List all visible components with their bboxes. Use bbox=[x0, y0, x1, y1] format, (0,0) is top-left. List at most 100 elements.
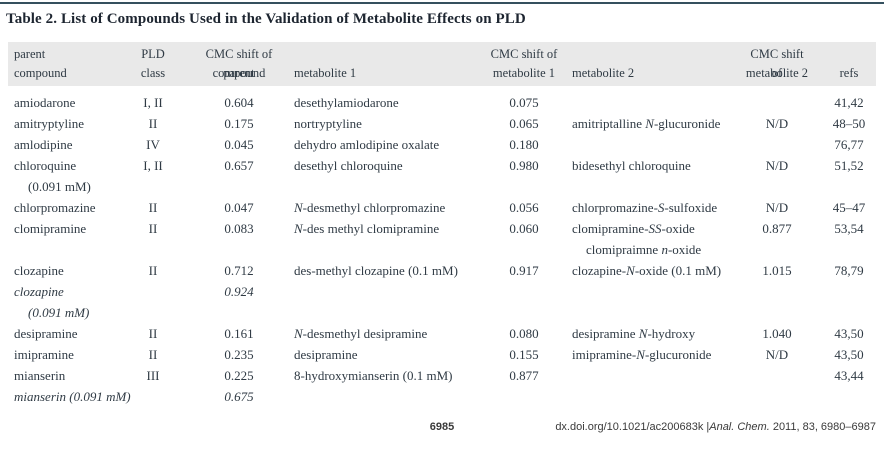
table-cell: clomipraimne n-oxide bbox=[586, 242, 702, 257]
table-cell: amlodipine bbox=[14, 137, 73, 152]
table-row: mianserin (0.091 mM) 0.675 bbox=[8, 386, 876, 407]
table-cell: 0.877 bbox=[509, 368, 539, 383]
table-row: clomipraimne n-oxide bbox=[8, 239, 876, 260]
table-cell: 0.675 bbox=[224, 389, 254, 404]
table-cell: 41,42 bbox=[834, 95, 864, 110]
table-row: (0.091 mM) bbox=[8, 302, 876, 323]
table-cell: 0.056 bbox=[509, 200, 539, 215]
table-cell: desethyl chloroquine bbox=[294, 158, 403, 173]
table-cell: desipramine bbox=[14, 326, 78, 341]
table-cell: II bbox=[148, 200, 158, 215]
table-cell: 8-hydroxymianserin (0.1 mM) bbox=[294, 368, 453, 383]
table-cell: II bbox=[148, 347, 158, 362]
table-row: chloroquine I, II 0.657 desethyl chloroquin… bbox=[8, 155, 876, 176]
table-cell: 45–47 bbox=[832, 200, 866, 215]
table-cell: 0.604 bbox=[224, 95, 254, 110]
column-header: parent compound bbox=[14, 47, 67, 80]
table-cell: desethylamiodarone bbox=[294, 95, 399, 110]
compound-table: parent compound PLD class CMC shift of paren… bbox=[8, 42, 876, 407]
table-cell: 0.060 bbox=[509, 221, 539, 236]
table-row: amitryptyline II 0.175 nortryptyline 0.065 am… bbox=[8, 113, 876, 134]
table-cell: des-methyl clozapine (0.1 mM) bbox=[294, 263, 458, 278]
table-cell: imipramine-N-glucuronide bbox=[572, 347, 712, 362]
table-row: amlodipine IV 0.045 dehydro amlodipine oxal… bbox=[8, 134, 876, 155]
column-header: PLD class bbox=[140, 47, 166, 80]
table-cell: 0.155 bbox=[509, 347, 539, 362]
table-cell: 0.161 bbox=[224, 326, 254, 341]
column-header: CMC shift of metabolite 1 bbox=[490, 47, 558, 80]
table-cell: 0.924 bbox=[224, 284, 254, 299]
table-cell: II bbox=[148, 221, 158, 236]
table-row: clomipramine II 0.083 N-des methyl clomipra… bbox=[8, 218, 876, 239]
table-cell: clomipramine bbox=[14, 221, 87, 236]
table-cell: (0.091 mM) bbox=[28, 305, 90, 320]
table-cell: 1.015 bbox=[762, 263, 792, 278]
table-cell: 0.712 bbox=[224, 263, 254, 278]
table-cell: amiodarone bbox=[14, 95, 76, 110]
table-cell: II bbox=[148, 263, 158, 278]
table-row: imipramine II 0.235 desipramine 0.155 imipram… bbox=[8, 344, 876, 365]
table-cell: dehydro amlodipine oxalate bbox=[294, 137, 440, 152]
column-header: metabolite 2 bbox=[572, 66, 635, 80]
table-cell: 0.065 bbox=[509, 116, 539, 131]
table-cell: III bbox=[146, 368, 160, 383]
table-cell: II bbox=[148, 116, 158, 131]
table-cell: clozapine bbox=[14, 263, 64, 278]
table-cell: I, II bbox=[143, 95, 163, 110]
table-cell: (0.091 mM) bbox=[28, 179, 91, 194]
table-cell: chlorpromazine-S-sulfoxide bbox=[572, 200, 718, 215]
table-cell: 0.877 bbox=[762, 221, 792, 236]
table-cell: 0.657 bbox=[224, 158, 254, 173]
table-row: chlorpromazine II 0.047 N-desmethyl chlorpr… bbox=[8, 197, 876, 218]
table-cell: bidesethyl chloroquine bbox=[572, 158, 691, 173]
table-cell: 0.180 bbox=[509, 137, 539, 152]
table-cell: N/D bbox=[765, 200, 789, 215]
table-cell: 51,52 bbox=[834, 158, 864, 173]
table-row: (0.091 mM) bbox=[8, 176, 876, 197]
citation: dx.doi.org/10.1021/ac200683k |Anal. Chem… bbox=[555, 421, 876, 433]
table-cell: N-desmethyl desipramine bbox=[294, 326, 428, 341]
table-cell: 0.075 bbox=[509, 95, 539, 110]
table-cell: chloroquine bbox=[14, 158, 77, 173]
table-cell: desipramine N-hydroxy bbox=[572, 326, 696, 341]
table-cell: N/D bbox=[765, 116, 789, 131]
table-cell: 0.083 bbox=[224, 221, 254, 236]
top-rule bbox=[0, 2, 884, 4]
column-header: refs bbox=[839, 66, 859, 80]
table-cell: II bbox=[148, 326, 158, 341]
column-header: CMC shift of metabolite 2 bbox=[745, 47, 809, 80]
table-cell: 0.235 bbox=[224, 347, 254, 362]
table-body: amiodarone I, II 0.604 desethylamiodarone 0.… bbox=[8, 92, 876, 407]
table-cell: 43,44 bbox=[834, 368, 864, 383]
table-cell: chlorpromazine bbox=[14, 200, 96, 215]
table-cell: N/D bbox=[765, 158, 789, 173]
table-cell: 0.225 bbox=[224, 368, 254, 383]
table-cell: 0.080 bbox=[509, 326, 539, 341]
table-cell: amitriptalline N-glucuronide bbox=[572, 116, 721, 131]
table-cell: N-desmethyl chlorpromazine bbox=[294, 200, 446, 215]
page-footer: 6985 dx.doi.org/10.1021/ac200683k |Anal.… bbox=[0, 421, 884, 437]
table-cell: 0.980 bbox=[509, 158, 539, 173]
table-cell: 76,77 bbox=[834, 137, 864, 152]
table-row: clozapine 0.924 bbox=[8, 281, 876, 302]
table-row: clozapine II 0.712 des-methyl clozapine (0.… bbox=[8, 260, 876, 281]
table-cell: amitryptyline bbox=[14, 116, 85, 131]
table-header-row: parent compound PLD class CMC shift of paren… bbox=[8, 42, 876, 86]
page-number: 6985 bbox=[429, 421, 455, 433]
table-cell: IV bbox=[146, 137, 160, 152]
table-cell: clozapine-N-oxide (0.1 mM) bbox=[572, 263, 722, 278]
table-row: mianserin III 0.225 8-hydroxymianserin (0.1… bbox=[8, 365, 876, 386]
table-row: amiodarone I, II 0.604 desethylamiodarone 0.… bbox=[8, 92, 876, 113]
table-cell: 53,54 bbox=[834, 221, 864, 236]
table-title: Table 2. List of Compounds Used in the V… bbox=[6, 11, 526, 27]
table-cell: 1.040 bbox=[762, 326, 792, 341]
table-cell: clozapine bbox=[14, 284, 64, 299]
table-cell: clomipramine-SS-oxide bbox=[572, 221, 695, 236]
table-cell: N-des methyl clomipramine bbox=[294, 221, 440, 236]
table-cell: mianserin bbox=[14, 368, 66, 383]
table-cell: I, II bbox=[143, 158, 163, 173]
table-cell: N/D bbox=[765, 347, 789, 362]
table-cell: 43,50 bbox=[834, 347, 864, 362]
table-cell: 43,50 bbox=[834, 326, 864, 341]
